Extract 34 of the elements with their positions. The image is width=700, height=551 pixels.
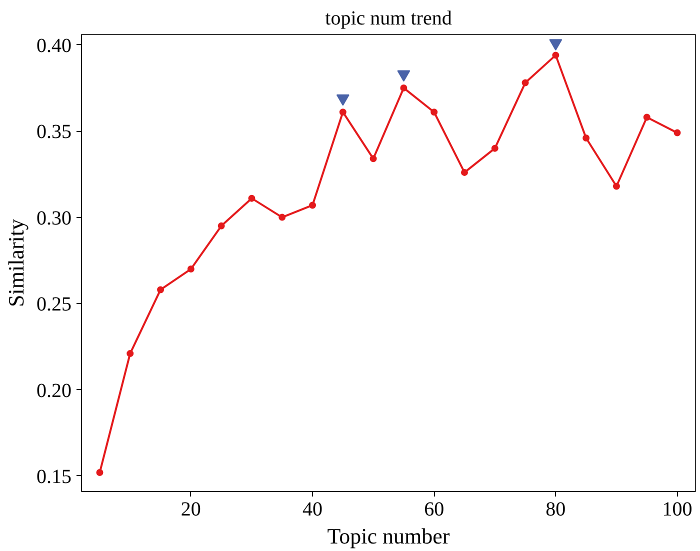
y-tick-label: 0.20	[36, 380, 72, 402]
point	[612, 182, 620, 190]
point	[309, 202, 316, 209]
point	[339, 108, 346, 116]
point	[400, 84, 408, 92]
point	[248, 194, 256, 202]
point	[126, 350, 134, 358]
y-tick-label: 0.30	[36, 207, 72, 230]
point	[278, 214, 286, 221]
chart-title: topic num trend	[325, 8, 452, 30]
x-tick-label: 80	[546, 498, 566, 520]
x-tick-label: 60	[424, 498, 444, 520]
y-axis-title: Similarity	[4, 219, 28, 307]
point	[430, 108, 438, 116]
x-tick-label: 100	[662, 498, 692, 520]
x-tick-label: 20	[180, 498, 201, 520]
y-tick-label: 0.25	[36, 294, 72, 316]
point	[582, 134, 590, 142]
point	[96, 469, 104, 476]
point	[187, 266, 194, 273]
point	[522, 79, 529, 86]
y-tick-label: 0.40	[36, 34, 72, 57]
x-tick-label: 40	[302, 498, 323, 520]
point	[370, 155, 377, 162]
point	[157, 286, 164, 294]
point	[674, 129, 681, 136]
point	[460, 168, 468, 176]
y-tick-label: 0.35	[36, 121, 72, 144]
y-tick-label: 0.15	[36, 466, 72, 488]
point	[643, 114, 650, 121]
point	[491, 144, 498, 152]
point	[552, 52, 560, 59]
x-axis-title: Topic number	[327, 524, 450, 548]
point	[218, 222, 225, 230]
